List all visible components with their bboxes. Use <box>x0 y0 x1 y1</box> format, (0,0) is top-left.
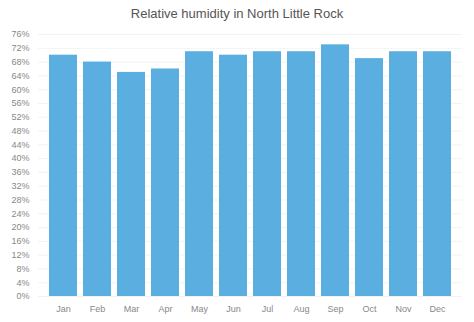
svg-text:16%: 16% <box>11 236 29 246</box>
svg-text:20%: 20% <box>11 222 29 232</box>
svg-text:Jun: Jun <box>226 304 241 314</box>
svg-text:28%: 28% <box>11 195 29 205</box>
svg-text:44%: 44% <box>11 140 29 150</box>
svg-text:40%: 40% <box>11 153 29 163</box>
svg-text:72%: 72% <box>11 43 29 53</box>
svg-text:Apr: Apr <box>158 304 172 314</box>
svg-text:Sep: Sep <box>327 304 343 314</box>
svg-text:Feb: Feb <box>90 304 106 314</box>
svg-text:48%: 48% <box>11 126 29 136</box>
svg-text:24%: 24% <box>11 209 29 219</box>
svg-text:52%: 52% <box>11 112 29 122</box>
svg-text:Oct: Oct <box>362 304 377 314</box>
svg-text:76%: 76% <box>11 29 29 39</box>
svg-text:60%: 60% <box>11 85 29 95</box>
svg-text:4%: 4% <box>16 278 29 288</box>
svg-text:8%: 8% <box>16 264 29 274</box>
svg-text:Jan: Jan <box>56 304 71 314</box>
svg-text:Dec: Dec <box>429 304 446 314</box>
svg-text:Aug: Aug <box>293 304 309 314</box>
svg-text:Nov: Nov <box>395 304 412 314</box>
svg-text:Mar: Mar <box>124 304 140 314</box>
svg-text:64%: 64% <box>11 71 29 81</box>
svg-text:68%: 68% <box>11 57 29 67</box>
svg-text:12%: 12% <box>11 250 29 260</box>
html-text:Relative humidity in North Lit: Relative humidity in North Little Rock <box>130 6 344 21</box>
svg-text:0%: 0% <box>16 291 29 301</box>
svg-text:Jul: Jul <box>262 304 274 314</box>
svg-text:32%: 32% <box>11 181 29 191</box>
svg-text:May: May <box>191 304 209 314</box>
svg-text:56%: 56% <box>11 98 29 108</box>
svg-text:36%: 36% <box>11 167 29 177</box>
